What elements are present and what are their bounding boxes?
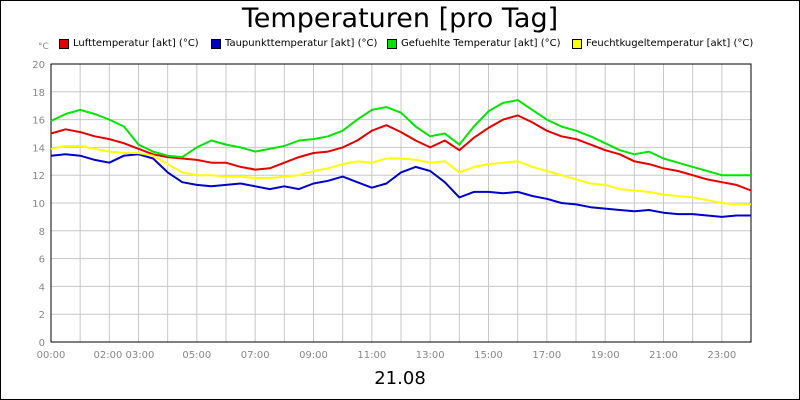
legend-item: Taupunkttemperatur [akt] (°C) <box>211 38 377 49</box>
legend-item: Feuchtkugeltemperatur [akt] (°C) <box>572 38 753 49</box>
plot-border <box>50 63 752 343</box>
legend-swatch <box>211 38 221 49</box>
y-tick-label: 12 <box>32 171 45 182</box>
y-tick-label: 10 <box>32 199 45 210</box>
series-line-1 <box>50 114 752 192</box>
legend-label: Taupunkttemperatur [akt] (°C) <box>225 38 378 49</box>
y-tick-label: 4 <box>39 282 45 293</box>
x-tick-label: 02:00 03:00 <box>94 350 155 361</box>
date-label: 21.08 <box>374 368 426 389</box>
y-tick-label: 16 <box>32 116 45 127</box>
y-tick-label: 0 <box>39 338 45 349</box>
legend-label: Feuchtkugeltemperatur [akt] (°C) <box>586 38 754 49</box>
x-tick-label: 05:00 <box>182 350 211 361</box>
x-tick-label: 17:00 <box>532 350 561 361</box>
y-tick-label: 8 <box>39 227 45 238</box>
x-tick-label: 11:00 <box>357 350 386 361</box>
chart-title: Temperaturen [pro Tag] <box>241 3 559 34</box>
legend-swatch <box>572 38 582 49</box>
x-tick-label: 15:00 <box>474 350 503 361</box>
series-line-3 <box>50 99 751 177</box>
legend-label: Gefuehlte Temperatur [akt] (°C) <box>401 38 561 49</box>
legend-swatch <box>59 38 69 49</box>
y-tick-label: 18 <box>32 88 45 99</box>
y-axis-unit-label: °C <box>38 42 49 52</box>
legend-swatch <box>387 38 397 49</box>
legend-item: Gefuehlte Temperatur [akt] (°C) <box>387 38 560 49</box>
x-tick-label: 21:00 <box>649 350 678 361</box>
series-line-4 <box>50 145 751 206</box>
series-line-2 <box>50 153 751 218</box>
y-tick-label: 14 <box>32 143 45 154</box>
x-tick-label: 09:00 <box>299 350 328 361</box>
y-tick-label: 6 <box>39 255 45 266</box>
x-tick-label: 13:00 <box>416 350 445 361</box>
x-tick-label: 19:00 <box>591 350 620 361</box>
x-tick-label: 23:00 <box>707 350 736 361</box>
x-tick-label: 07:00 <box>241 350 270 361</box>
legend-label: Lufttemperatur [akt] (°C) <box>73 38 199 49</box>
y-tick-label: 2 <box>39 310 45 321</box>
legend-item: Lufttemperatur [akt] (°C) <box>59 38 199 49</box>
x-tick-label: 00:00 <box>37 350 66 361</box>
y-tick-label: 20 <box>32 60 45 71</box>
